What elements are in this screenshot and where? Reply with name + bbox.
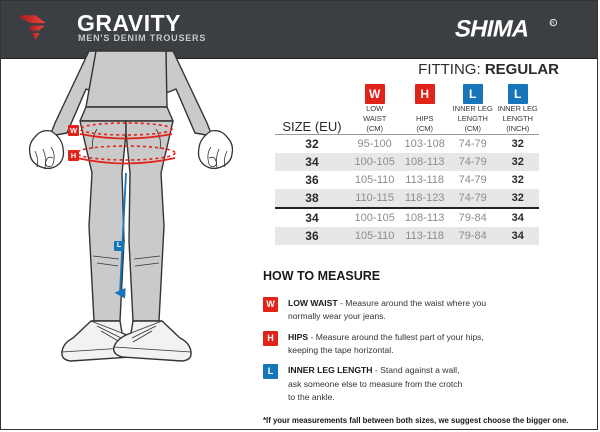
svg-text:R: R — [551, 21, 555, 26]
svg-text:SHIMA: SHIMA — [453, 16, 532, 42]
